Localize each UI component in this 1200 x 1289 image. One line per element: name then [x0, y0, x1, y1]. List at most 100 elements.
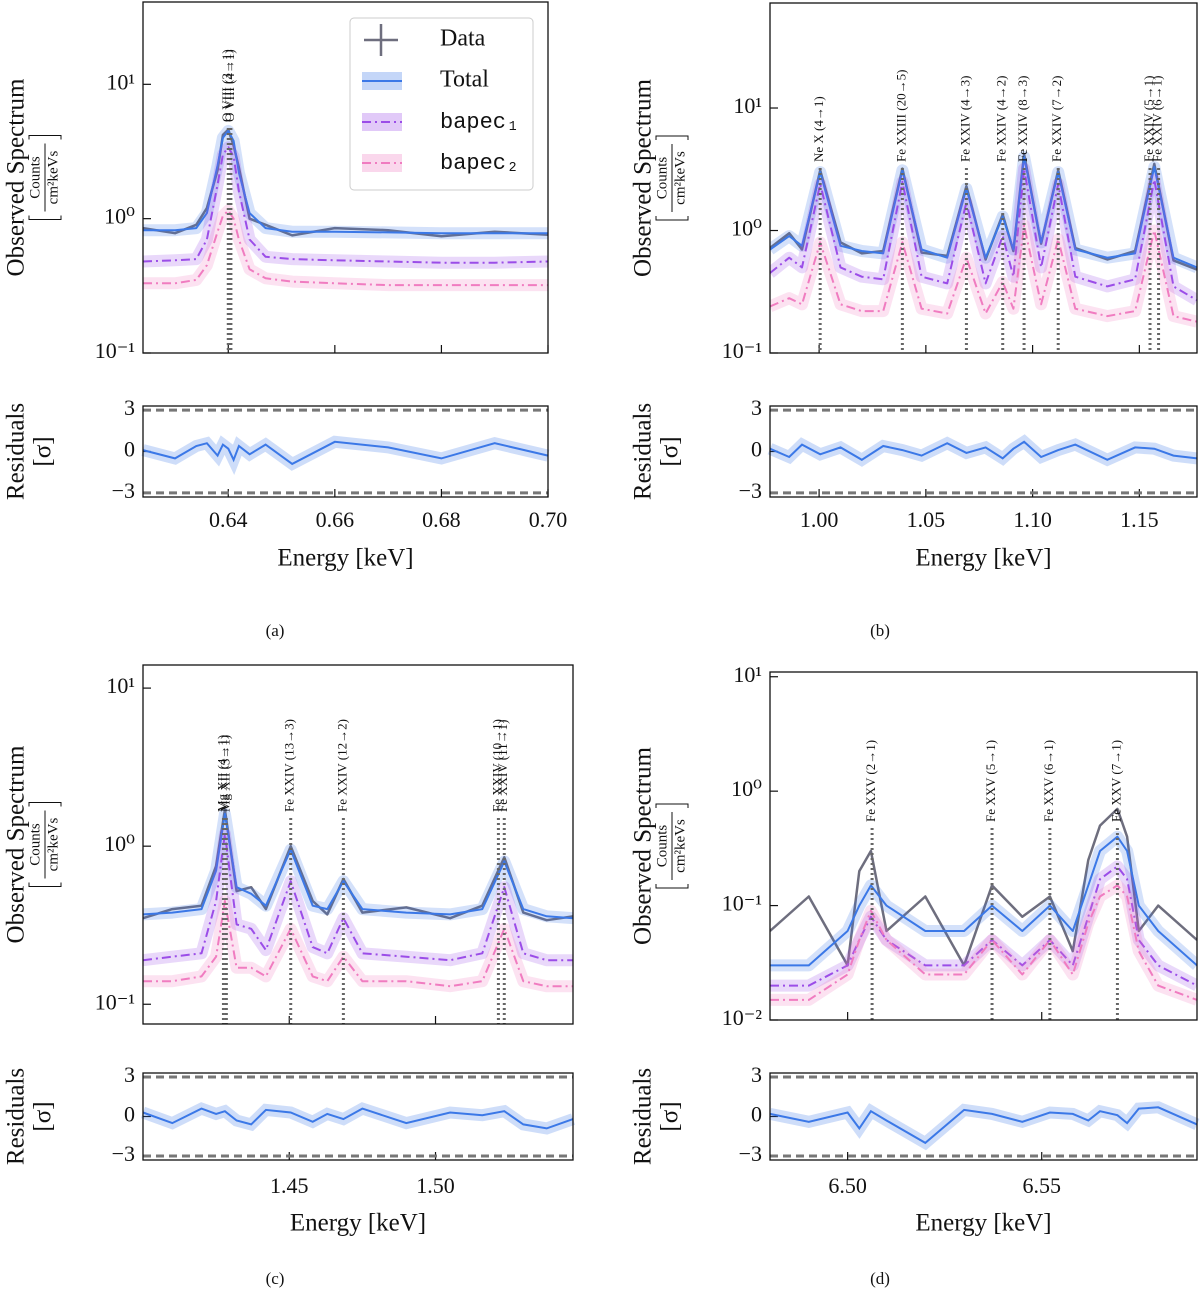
- residual-y-tick-label: 3: [751, 395, 762, 420]
- caption: (c): [266, 1269, 285, 1288]
- y-unit-denominator: cm²keVs: [45, 818, 61, 872]
- y-unit-numerator: Counts: [27, 156, 43, 199]
- x-tick-label: 6.55: [1022, 1173, 1061, 1198]
- emission-line-label: Fe XXIV (11→1): [495, 720, 510, 812]
- residual-y-tick-label: −3: [112, 1141, 135, 1166]
- residual-y-unit: [σ]: [657, 1101, 684, 1131]
- emission-line-label: Fe XXIV (5→1): [1141, 76, 1156, 162]
- series-line: [770, 835, 1197, 967]
- y-tick-label: 10⁰: [104, 831, 135, 856]
- x-tick-label: 1.00: [800, 507, 839, 532]
- y-tick-label: 10⁰: [731, 776, 762, 801]
- y-unit-denominator: cm²keVs: [672, 819, 688, 873]
- y-tick-label: 10¹: [106, 673, 135, 698]
- residual-frame: [769, 1072, 1198, 1161]
- residual-y-label: Residuals: [630, 403, 657, 500]
- legend-label: bapec₁: [440, 110, 519, 135]
- series-line: [770, 884, 1197, 1001]
- residual-y-label: Residuals: [3, 403, 30, 500]
- y-unit-numerator: Counts: [27, 823, 43, 866]
- residual-y-unit: [σ]: [30, 436, 57, 466]
- residual-y-tick-label: −3: [739, 1141, 762, 1166]
- y-unit-denominator: cm²keVs: [672, 151, 688, 205]
- y-tick-label: 10⁻¹: [95, 989, 135, 1014]
- legend-label: bapec₂: [440, 151, 519, 176]
- residual-line: [769, 440, 1198, 461]
- x-tick-label: 0.66: [316, 507, 355, 532]
- x-tick-label: 1.45: [270, 1173, 309, 1198]
- emission-line-label: Fe XXV (7→1): [1108, 740, 1123, 822]
- y-tick-label: 10⁰: [104, 204, 135, 229]
- y-tick-label: 10¹: [733, 93, 762, 118]
- emission-line-label: Fe XXIV (13→3): [282, 719, 297, 812]
- plot-area: [770, 807, 1197, 1006]
- caption: (a): [266, 621, 285, 640]
- x-tick-label: 1.50: [416, 1173, 455, 1198]
- residual-y-tick-label: 3: [751, 1062, 762, 1087]
- y-tick-label: 10¹: [733, 662, 762, 687]
- emission-line-label: Fe XXIV (4→3): [957, 76, 972, 162]
- residual-y-unit: [σ]: [657, 436, 684, 466]
- plot-frame: [769, 671, 1198, 1021]
- emission-line-label: Fe XXIV (4→2): [994, 76, 1009, 162]
- emission-line-label: Fe XXIV (10→1): [489, 719, 504, 812]
- y-tick-label: 10⁻²: [722, 1005, 763, 1030]
- caption: (d): [870, 1269, 890, 1288]
- x-tick-label: 1.05: [907, 507, 946, 532]
- series-line: [143, 832, 573, 962]
- y-unit-denominator: cm²keVs: [45, 151, 61, 205]
- residual-y-tick-label: 3: [124, 1062, 135, 1087]
- plot-frame: [142, 1, 549, 354]
- y-axis-label: Observed Spectrum: [630, 747, 657, 945]
- series-line: [770, 167, 1197, 302]
- residual-y-label: Residuals: [3, 1068, 30, 1165]
- emission-line-label: Mg XII (4→1): [214, 735, 229, 812]
- y-axis-label: Observed Spectrum: [630, 79, 657, 277]
- y-tick-label: 10¹: [106, 69, 135, 94]
- legend-label: Data: [440, 26, 486, 52]
- residual-y-tick-label: −3: [112, 478, 135, 503]
- emission-line-label: Fe XXIV (7→2): [1049, 76, 1064, 162]
- plot-frame: [142, 664, 574, 1025]
- residual-frame: [142, 1072, 574, 1161]
- x-tick-label: 0.68: [422, 507, 461, 532]
- y-unit-bracket: [655, 135, 689, 221]
- emission-line-label: O VIII (4→1): [222, 49, 237, 122]
- x-tick-label: 6.50: [828, 1173, 867, 1198]
- legend-box: [349, 17, 534, 191]
- x-tick-label: 1.10: [1013, 507, 1052, 532]
- plot-frame: [769, 2, 1198, 354]
- emission-line-label: Fe XXIII (20→5): [893, 70, 908, 162]
- plot-area: [143, 124, 548, 292]
- series-line: [143, 209, 548, 287]
- residual-y-unit: [σ]: [30, 1101, 57, 1131]
- emission-line-label: Fe XXV (5→1): [983, 740, 998, 822]
- residual-line: [142, 1107, 574, 1130]
- y-unit-bracket: [28, 802, 62, 887]
- x-axis-label: Energy [keV]: [915, 545, 1051, 572]
- residual-y-tick-label: 0: [124, 1102, 135, 1127]
- emission-line-label: Mg XII (3→1): [217, 735, 232, 812]
- series-line: [770, 865, 1197, 987]
- series-line: [143, 812, 573, 920]
- residual-y-tick-label: 0: [124, 437, 135, 462]
- series-band: [143, 895, 573, 993]
- y-unit-bracket: [28, 135, 62, 220]
- x-tick-label: 1.15: [1120, 507, 1159, 532]
- residual-frame: [142, 405, 549, 498]
- residual-y-tick-label: 0: [751, 437, 762, 462]
- residual-y-tick-label: 0: [751, 1102, 762, 1127]
- plot-area: [143, 807, 573, 993]
- emission-line-label: Fe XXIV (6→1): [1150, 76, 1165, 162]
- emission-line-label: Fe XXIV (12→2): [334, 719, 349, 812]
- y-unit-bracket: [655, 803, 689, 889]
- x-axis-label: Energy [keV]: [915, 1210, 1051, 1237]
- series-line: [143, 129, 548, 235]
- residual-line: [769, 1106, 1198, 1145]
- legend-marker: [364, 24, 398, 56]
- y-unit-numerator: Counts: [654, 157, 670, 200]
- residual-frame: [769, 405, 1198, 498]
- y-tick-label: 10⁰: [731, 216, 762, 241]
